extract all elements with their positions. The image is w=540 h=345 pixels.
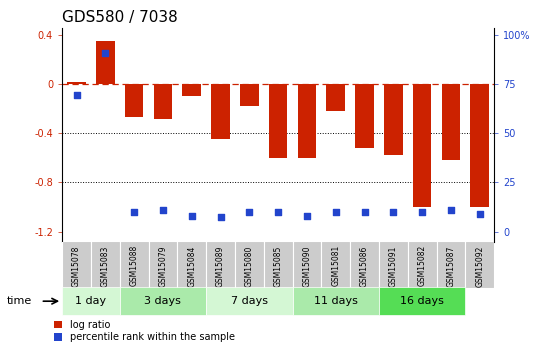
Text: 7 days: 7 days — [231, 296, 268, 306]
Point — [447, 207, 455, 212]
Bar — [326, 84, 345, 111]
Point — [130, 209, 138, 215]
Text: GSM15090: GSM15090 — [302, 245, 312, 287]
Bar — [148, 241, 177, 288]
Bar — [413, 84, 431, 207]
Text: 1 day: 1 day — [76, 296, 106, 306]
Point — [187, 213, 196, 218]
Point — [475, 212, 484, 217]
Text: 16 days: 16 days — [400, 296, 444, 306]
Point — [274, 209, 282, 215]
Text: GDS580 / 7038: GDS580 / 7038 — [62, 10, 178, 25]
Text: GSM15080: GSM15080 — [245, 245, 254, 287]
Bar — [293, 241, 321, 288]
Point — [216, 214, 225, 220]
Point — [332, 209, 340, 215]
Bar — [408, 241, 436, 288]
Text: GSM15084: GSM15084 — [187, 245, 196, 287]
Bar — [298, 84, 316, 158]
Text: GSM15078: GSM15078 — [72, 245, 81, 287]
Text: GSM15091: GSM15091 — [389, 245, 398, 287]
Text: GSM15092: GSM15092 — [475, 245, 484, 287]
Bar — [211, 84, 230, 139]
Bar — [355, 84, 374, 148]
Point — [101, 50, 110, 56]
Point — [418, 209, 427, 215]
Bar — [67, 82, 86, 84]
Bar — [235, 241, 264, 288]
Bar — [183, 84, 201, 97]
Bar — [264, 241, 293, 288]
Text: GSM15088: GSM15088 — [130, 245, 139, 286]
Bar — [350, 241, 379, 288]
Bar — [177, 241, 206, 288]
Text: time: time — [6, 296, 32, 306]
Bar — [436, 241, 465, 288]
Bar — [442, 84, 460, 160]
Text: GSM15083: GSM15083 — [101, 245, 110, 287]
Bar — [153, 84, 172, 119]
Bar — [465, 241, 494, 288]
Bar — [293, 287, 379, 315]
Bar — [62, 241, 91, 288]
Text: GSM15089: GSM15089 — [216, 245, 225, 287]
Point — [389, 209, 397, 215]
Bar — [91, 241, 120, 288]
Bar — [379, 287, 465, 315]
Bar — [206, 241, 235, 288]
Bar — [206, 287, 293, 315]
Bar — [96, 41, 114, 84]
Text: 3 days: 3 days — [145, 296, 181, 306]
Point — [245, 209, 254, 215]
Text: GSM15079: GSM15079 — [158, 245, 167, 287]
Text: GSM15082: GSM15082 — [417, 245, 427, 286]
Bar — [120, 287, 206, 315]
Bar — [384, 84, 403, 156]
Bar — [379, 241, 408, 288]
Legend: log ratio, percentile rank within the sample: log ratio, percentile rank within the sa… — [53, 319, 236, 343]
Bar — [120, 241, 148, 288]
Bar — [470, 84, 489, 207]
Bar — [62, 287, 120, 315]
Point — [159, 207, 167, 212]
Point — [360, 209, 369, 215]
Bar — [125, 84, 144, 117]
Text: 11 days: 11 days — [314, 296, 357, 306]
Bar — [269, 84, 287, 158]
Bar — [240, 84, 259, 106]
Text: GSM15086: GSM15086 — [360, 245, 369, 287]
Text: GSM15087: GSM15087 — [447, 245, 455, 287]
Bar — [321, 241, 350, 288]
Text: GSM15081: GSM15081 — [331, 245, 340, 286]
Text: GSM15085: GSM15085 — [274, 245, 282, 287]
Point — [302, 213, 311, 218]
Point — [72, 92, 81, 97]
